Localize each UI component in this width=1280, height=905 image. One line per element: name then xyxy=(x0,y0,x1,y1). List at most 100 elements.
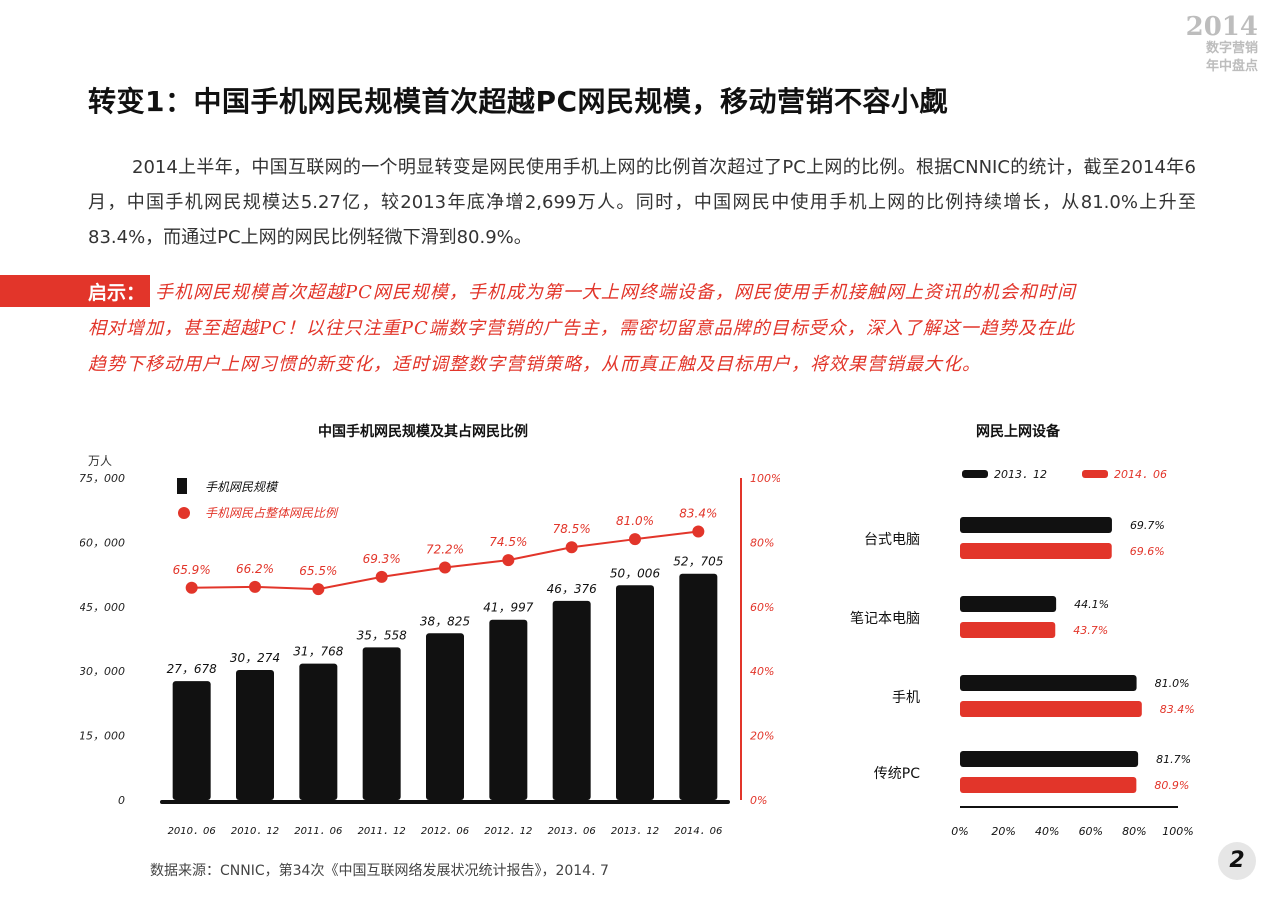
legend-bar-swatch xyxy=(177,478,187,494)
chart2-title: 网民上网设备 xyxy=(976,424,1060,440)
ratio-value-label: 74.5% xyxy=(489,535,527,549)
bar xyxy=(552,600,591,800)
device-bar xyxy=(960,517,1112,533)
y2-tick-label: 40% xyxy=(750,665,774,678)
bar xyxy=(362,647,401,800)
device-bar-label: 69.7% xyxy=(1130,519,1165,532)
bar xyxy=(172,681,211,800)
bar-value-label: 46，376 xyxy=(547,582,598,596)
x-tick-label: 2012．12 xyxy=(484,826,532,837)
insight-line-2: 相对增加，甚至超越PC！以往只注重PC端数字营销的广告主，需密切留意品牌的目标受… xyxy=(88,318,1075,339)
device-bar-label: 83.4% xyxy=(1160,703,1195,716)
category-label: 笔记本电脑 xyxy=(850,611,920,627)
bar-value-label: 35，558 xyxy=(357,628,408,642)
y-tick-label: 60，000 xyxy=(80,536,125,549)
ratio-value-label: 66.2% xyxy=(236,562,274,576)
report-subtitle-1: 数字营销 xyxy=(1205,41,1258,56)
intro-paragraph: 2014上半年，中国互联网的一个明显转变是网民使用手机上网的比例首次超过了PC上… xyxy=(88,157,1196,248)
legend-swatch xyxy=(962,470,988,478)
data-source: 数据来源：CNNIC，第34次《中国互联网络发展状况统计报告》，2014. 7 xyxy=(150,863,609,879)
x-tick-label: 80% xyxy=(1122,825,1146,838)
y-tick-label: 75，000 xyxy=(80,472,125,485)
insight-text: 手机网民规模首次超越PC网民规模，手机成为第一大上网终端设备，网民使用手机接触网… xyxy=(88,275,1195,383)
page-number: 2 xyxy=(1218,842,1256,880)
chart1-title: 中国手机网民规模及其占网民比例 xyxy=(318,424,528,440)
ratio-line xyxy=(191,530,699,591)
x-tick-label: 2014．06 xyxy=(674,826,722,837)
mobile-users-chart: 万人 0 15，000 30，000 45，000 60，000 75，000 0% 20% 40… xyxy=(80,454,780,837)
ratio-value-label: 65.5% xyxy=(299,564,337,578)
x-tick-label: 20% xyxy=(991,825,1015,838)
bar-value-label: 31，768 xyxy=(293,645,344,659)
ratio-value-label: 78.5% xyxy=(553,522,591,536)
device-bar xyxy=(960,751,1139,767)
bar-value-label: 50，006 xyxy=(610,566,661,580)
x-tick-label: 2011．12 xyxy=(358,826,406,837)
legend-label: 2013．12 xyxy=(994,468,1047,481)
ratio-point xyxy=(249,580,261,593)
ratio-value-label: 69.3% xyxy=(363,552,401,566)
y-tick-label: 30，000 xyxy=(80,665,125,678)
y2-tick-label: 100% xyxy=(750,472,780,485)
y2-tick-label: 60% xyxy=(750,601,774,614)
y2-tick-label: 20% xyxy=(750,730,774,743)
bar-value-label: 30，274 xyxy=(230,651,280,665)
report-year: 2014 xyxy=(1185,12,1258,42)
ratio-point xyxy=(692,525,705,538)
device-bar xyxy=(960,622,1056,638)
x-tick-label: 0% xyxy=(951,825,968,838)
y-tick-label: 45，000 xyxy=(80,601,125,614)
bar xyxy=(299,663,338,800)
ratio-point xyxy=(439,561,451,574)
devices-chart: 2013．12 2014．06 台式电脑 69.7% 69.6% 笔记本电脑 44.1% 43… xyxy=(850,468,1195,838)
bar-value-label: 52，705 xyxy=(673,555,723,569)
legend-label: 2014．06 xyxy=(1114,468,1167,481)
device-bar xyxy=(960,675,1137,691)
report-subtitle-2: 年中盘点 xyxy=(1205,59,1258,74)
x-tick-label: 2013．12 xyxy=(611,826,659,837)
ratio-point xyxy=(375,570,388,583)
bar xyxy=(236,670,274,800)
device-bar-label: 80.9% xyxy=(1154,779,1189,792)
ratio-value-label: 72.2% xyxy=(426,543,464,557)
legend-line-swatch xyxy=(178,507,190,519)
device-bar-label: 43.7% xyxy=(1073,624,1108,637)
bar-value-label: 41，997 xyxy=(483,601,534,615)
ratio-point xyxy=(312,583,325,596)
x-tick-label: 100% xyxy=(1162,825,1193,838)
x-tick-label: 40% xyxy=(1035,825,1059,838)
x-tick-label: 2010．06 xyxy=(168,826,216,837)
y-tick-label: 0 xyxy=(118,794,125,807)
x-tick-label: 2013．06 xyxy=(548,826,596,837)
device-bar xyxy=(960,596,1057,612)
x-tick-label: 2010．12 xyxy=(231,826,279,837)
x-tick-label: 60% xyxy=(1079,825,1103,838)
device-bar xyxy=(960,777,1137,793)
ratio-point xyxy=(185,581,198,594)
report-badge: 2014 数字营销 年中盘点 xyxy=(1186,14,1258,76)
insight-line-1: 手机网民规模首次超越PC网民规模，手机成为第一大上网终端设备，网民使用手机接触网… xyxy=(155,282,1076,303)
bar xyxy=(426,633,464,800)
legend-bar-label: 手机网民规模 xyxy=(205,480,279,494)
x-tick-label: 2012．06 xyxy=(421,826,469,837)
device-bar xyxy=(960,543,1112,559)
legend-swatch xyxy=(1082,470,1108,478)
ratio-point xyxy=(565,541,578,554)
insight-line-3: 趋势下移动用户上网习惯的新变化，适时调整数字营销策略，从而真正触及目标用户，将效… xyxy=(88,354,981,375)
bar xyxy=(679,573,718,800)
y-tick-label: 15，000 xyxy=(80,730,125,743)
y2-tick-label: 0% xyxy=(750,794,767,807)
category-label: 台式电脑 xyxy=(864,532,920,548)
ratio-value-label: 83.4% xyxy=(679,506,717,520)
bar xyxy=(489,619,528,800)
page-title: 转变1：中国手机网民规模首次超越PC网民规模，移动营销不容小觑 xyxy=(88,85,949,118)
device-bar-label: 81.0% xyxy=(1155,677,1190,690)
insight-label: 启示： xyxy=(88,282,146,304)
y-axis-unit: 万人 xyxy=(88,454,112,468)
y2-tick-label: 80% xyxy=(750,536,774,549)
ratio-point xyxy=(629,533,641,546)
bar xyxy=(616,585,654,800)
category-label: 传统PC xyxy=(874,766,920,782)
legend-line-label: 手机网民占整体网民比例 xyxy=(205,506,339,520)
bar-value-label: 27，678 xyxy=(167,662,218,676)
